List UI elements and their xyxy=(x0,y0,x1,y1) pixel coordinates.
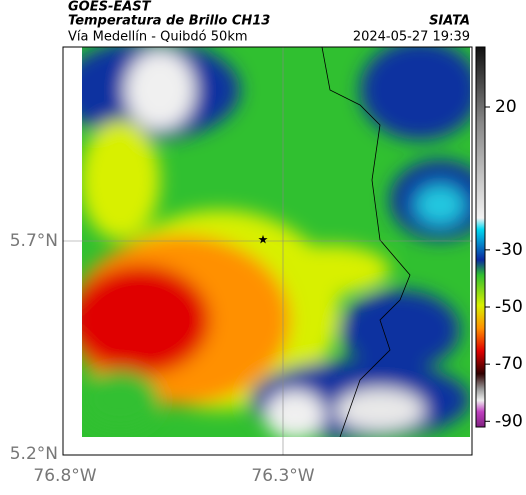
region: Vía Medellín - Quibdó 50km xyxy=(68,30,248,45)
lat-label: 5.7°N xyxy=(10,231,58,251)
colorbar-tick-label: -70 xyxy=(495,354,523,374)
lon-label: 76.8°W xyxy=(33,466,96,486)
subtitle: Temperatura de Brillo CH13 xyxy=(68,14,270,29)
satellite-image xyxy=(82,47,470,437)
lat-label: 5.2°N xyxy=(10,444,58,464)
source: SIATA xyxy=(429,14,470,29)
frame xyxy=(62,46,473,456)
marker: ★ xyxy=(258,233,269,247)
colorbar-tick-label: -30 xyxy=(495,240,523,260)
colorbar-tick-label: -90 xyxy=(495,411,523,431)
title: GOES-EAST xyxy=(68,0,152,15)
colorbar-tick-label: 20 xyxy=(495,97,517,117)
colorbar xyxy=(475,46,486,428)
lon-label: 76.3°W xyxy=(251,466,314,486)
colorbar-tick-label: -50 xyxy=(495,297,523,317)
datetime: 2024-05-27 19:39 xyxy=(353,30,470,45)
